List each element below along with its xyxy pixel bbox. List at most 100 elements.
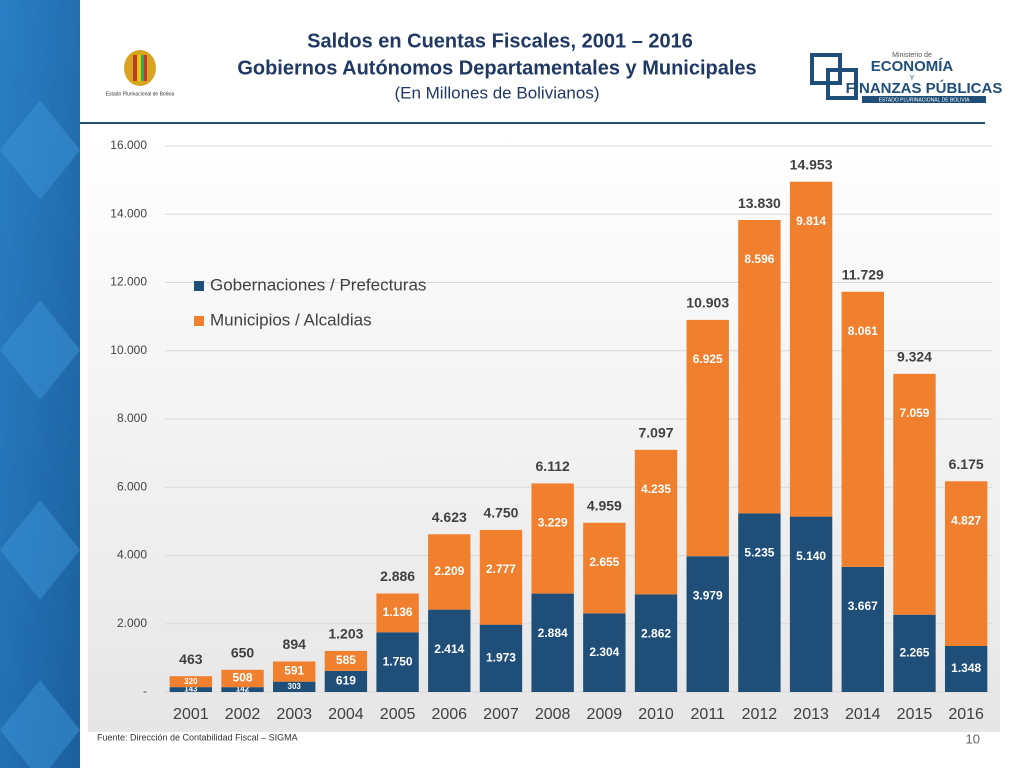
segment-label: 320 bbox=[184, 677, 198, 686]
y-tick-label: 4.000 bbox=[117, 548, 147, 562]
x-tick-label: 2013 bbox=[793, 706, 829, 723]
bar-segment bbox=[273, 681, 316, 692]
x-tick-label: 2008 bbox=[535, 706, 571, 723]
ministry-line1: ECONOMÍA bbox=[871, 58, 954, 75]
segment-label: 1.136 bbox=[383, 605, 413, 619]
y-tick-label: 6.000 bbox=[117, 479, 147, 493]
x-tick-label: 2002 bbox=[225, 706, 261, 723]
total-label: 650 bbox=[231, 645, 255, 661]
legend-label: Municipios / Alcaldias bbox=[210, 310, 372, 329]
bar-segment bbox=[324, 650, 368, 671]
total-label: 894 bbox=[283, 636, 307, 652]
segment-label: 2.414 bbox=[434, 642, 464, 656]
segment-label: 4.827 bbox=[951, 513, 981, 527]
source: Fuente: Dirección de Contabilidad Fiscal… bbox=[97, 732, 298, 742]
bar-segment bbox=[634, 449, 678, 595]
x-tick-label: 2011 bbox=[691, 706, 726, 723]
segment-label: 2.209 bbox=[434, 564, 464, 578]
x-tick-label: 2012 bbox=[742, 706, 778, 723]
page-number: 10 bbox=[966, 731, 980, 746]
bar-segment bbox=[634, 594, 678, 692]
segment-label: 4.235 bbox=[641, 482, 671, 496]
bar-segment bbox=[841, 566, 884, 692]
total-label: 6.112 bbox=[536, 458, 570, 474]
bar-segment bbox=[893, 614, 936, 692]
x-tick-label: 2001 bbox=[173, 706, 209, 723]
x-tick-label: 2007 bbox=[483, 706, 519, 723]
x-tick-label: 2015 bbox=[897, 706, 933, 723]
bar-segment bbox=[789, 181, 833, 517]
segment-label: 1.750 bbox=[383, 654, 413, 668]
total-label: 14.953 bbox=[790, 156, 833, 172]
title: Saldos en Cuentas Fiscales, 2001 – 2016 bbox=[307, 30, 693, 52]
x-tick-label: 2005 bbox=[380, 706, 416, 723]
segment-label: 508 bbox=[233, 671, 253, 685]
bar-segment bbox=[841, 291, 884, 567]
bar-segment bbox=[738, 220, 781, 514]
total-label: 11.729 bbox=[842, 266, 884, 282]
y-tick-label: 14.000 bbox=[110, 206, 147, 220]
segment-label: 3.979 bbox=[693, 588, 723, 602]
total-label: 1.203 bbox=[328, 626, 363, 642]
ministry-tag: ESTADO PLURINACIONAL DE BOLIVIA bbox=[879, 97, 971, 103]
x-tick-label: 2004 bbox=[328, 706, 364, 723]
segment-label: 5.140 bbox=[796, 549, 826, 563]
logo-text: Estado Plurinacional de Bolivia bbox=[106, 91, 175, 97]
segment-label: 2.265 bbox=[899, 646, 929, 660]
y-tick-label: 16.000 bbox=[110, 138, 147, 152]
total-label: 13.830 bbox=[738, 195, 781, 211]
segment-label: 6.925 bbox=[693, 352, 723, 366]
bar-segment bbox=[479, 624, 523, 692]
segment-label: 2.655 bbox=[589, 555, 619, 569]
segment-label: 3.667 bbox=[848, 599, 878, 613]
bar-segment bbox=[686, 556, 729, 692]
total-label: 463 bbox=[179, 651, 203, 667]
x-tick-label: 2003 bbox=[276, 706, 312, 723]
bar-segment bbox=[789, 516, 833, 692]
x-tick-label: 2006 bbox=[431, 706, 467, 723]
segment-label: 591 bbox=[284, 664, 304, 678]
bar-segment bbox=[893, 373, 936, 615]
total-label: 10.903 bbox=[686, 295, 729, 311]
segment-label: 2.777 bbox=[486, 562, 516, 576]
bar-segment bbox=[376, 632, 419, 692]
ministry-logo bbox=[810, 53, 858, 100]
bar-segment bbox=[531, 483, 574, 594]
bar-segment bbox=[324, 670, 368, 692]
y-tick-label: - bbox=[143, 684, 147, 698]
total-label: 6.175 bbox=[949, 456, 984, 472]
total-label: 4.750 bbox=[483, 505, 518, 521]
segment-label: 8.596 bbox=[744, 252, 774, 266]
chart: - 2.000 4.000 6.000 8.000 10.000 12.000 14.000 1… bbox=[110, 138, 992, 723]
bar-segment bbox=[583, 522, 626, 614]
legend-label: Gobernaciones / Prefecturas bbox=[210, 275, 426, 294]
bar-segment bbox=[221, 687, 264, 692]
segment-label: 2.862 bbox=[641, 627, 671, 641]
segment-label: 3.229 bbox=[538, 516, 568, 530]
segment-label: 1.348 bbox=[951, 661, 981, 675]
bar-segment bbox=[531, 593, 574, 692]
segment-label: 2.304 bbox=[589, 645, 619, 659]
ministry-band bbox=[862, 96, 986, 103]
bar-segment bbox=[686, 319, 729, 557]
coat-of-arms bbox=[124, 50, 156, 86]
legend-swatch bbox=[194, 281, 204, 291]
y-tick-label: 12.000 bbox=[110, 275, 147, 289]
side-pattern bbox=[0, 100, 80, 768]
segment-label: 143 bbox=[184, 685, 198, 694]
y-tick-label: 8.000 bbox=[117, 411, 147, 425]
ministry-y: Y bbox=[910, 75, 915, 82]
segment-label: 2.884 bbox=[538, 626, 568, 640]
x-tick-label: 2009 bbox=[587, 706, 623, 723]
total-label: 4.623 bbox=[432, 509, 467, 525]
bar-segment bbox=[376, 593, 419, 633]
bar-segment bbox=[169, 687, 213, 692]
bar-segment bbox=[169, 676, 213, 688]
segment-label: 5.235 bbox=[744, 546, 774, 560]
segment-label: 8.061 bbox=[848, 324, 878, 338]
total-label: 2.886 bbox=[380, 568, 415, 584]
segment-label: 9.814 bbox=[796, 214, 826, 228]
x-tick-label: 2016 bbox=[948, 706, 984, 723]
segment-label: 7.059 bbox=[899, 406, 929, 420]
